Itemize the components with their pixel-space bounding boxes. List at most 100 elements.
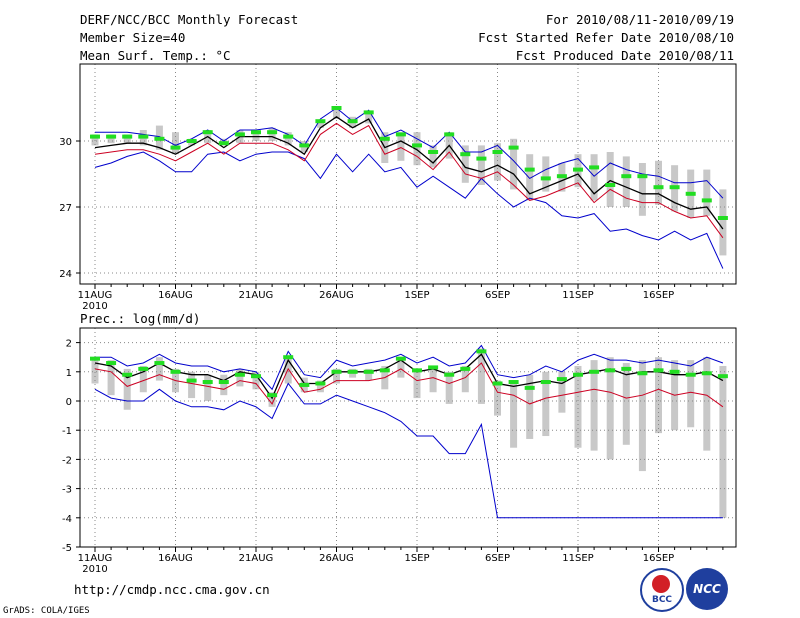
temp-ensemble-mark [234,132,245,137]
temp-ensemble-mark [267,130,278,135]
prec-ensemble-mark [90,356,100,361]
prec-spread-bar [655,357,662,434]
temp-spread-bar [91,134,99,146]
prec-ytick-label: -4 [62,514,72,525]
temp-ytick-label: 27 [59,203,72,214]
prec-ensemble-mark [202,380,213,385]
temp-spread-bar [638,163,646,216]
prec-ensemble-mark [653,368,664,373]
bcc-logo-text: BCC [651,595,673,605]
prec-spread-bar [91,357,99,384]
prec-ytick-label: -2 [62,455,72,466]
temp-ytick-label: 30 [59,137,72,148]
prec-ytick-label: 2 [66,339,72,350]
prec-line-mean [94,353,724,400]
temp-year-label: 2010 [82,301,107,312]
prec-spread-bar [268,392,276,407]
prec-ensemble-mark [701,371,712,376]
temp-ensemble-mark [428,150,439,154]
temp-spread-bar [397,132,405,161]
prec-ytick-label: 1 [66,368,72,379]
prec-ensemble-mark [170,369,181,374]
prec-ensemble-mark [540,380,551,385]
prec-ensemble-mark [428,365,439,370]
temp-spread-bar [494,143,501,181]
prec-ensemble-mark [251,374,261,379]
temp-spread-bar [172,132,179,155]
prec-spread-bar [123,368,131,410]
forecast-produced-date: Fcst Produced Date 2010/08/11 [515,48,734,63]
temp-spread-bar [655,160,662,205]
prec-spread-bar [445,371,453,404]
temp-line-mean [94,116,724,230]
prec-ensemble-mark [154,361,165,366]
temp-ensemble-mark [524,167,535,172]
prec-spread-bar [204,374,212,401]
prec-spread-bar [220,374,228,396]
prec-ensemble-mark [122,372,133,377]
temp-ensemble-mark [460,152,471,157]
prec-xtick-label: 16SEP [643,553,674,564]
temp-ensemble-mark [315,119,326,124]
prec-spread-bar [542,371,550,437]
temp-ensemble-mark [412,143,422,148]
temp-ensemble-mark [251,130,261,135]
bcc-logo: BCC [640,568,684,612]
prec-line-max [95,344,724,391]
temp-ensemble-mark [508,145,519,150]
prec-ensemble-mark [508,380,519,385]
temp-ensemble-mark [90,134,100,139]
prec-xtick-label: 1SEP [404,553,429,564]
temp-ytick-label: 24 [59,269,72,280]
prec-ensemble-mark [412,368,422,373]
temp-ensemble-mark [589,165,600,170]
prec-ytick-label: -1 [62,426,72,437]
temp-ensemble-mark [347,119,358,124]
temp-ensemble-mark [621,174,632,179]
temp-ensemble-mark [106,134,117,139]
prec-ensemble-mark [363,369,374,374]
temp-ensemble-mark [283,134,294,139]
temp-spread-bar [429,145,437,168]
prec-spread-bar [316,380,324,393]
chart-title: DERF/NCC/BCC Monthly Forecast [80,12,299,27]
prec-spread-bar [155,357,163,381]
member-size: Member Size=40 [80,30,186,45]
temp-xtick-label: 11SEP [562,290,593,301]
prec-ensemble-mark [186,378,197,383]
temp-ensemble-mark [218,141,229,146]
prec-spread-bar [236,368,244,387]
prec-xtick-label: 11AUG [78,553,113,564]
prec-spread-bar [107,360,115,396]
temp-spread-bar [107,134,115,144]
prec-xtick-label: 6SEP [485,553,510,564]
temp-spread-bar [333,108,340,119]
prec-spread-bar [413,368,421,399]
prec-year-label: 2010 [82,564,107,575]
temp-ensemble-mark [492,150,503,154]
temp-spread-bar [719,189,727,256]
temp-xtick-label: 16SEP [643,290,674,301]
variable-label-prec: Prec.: log(mm/d) [80,311,201,326]
prec-spread-bar [703,357,711,451]
prec-ytick-label: -5 [62,543,72,554]
prec-ensemble-mark [669,369,680,374]
temp-spread-bar [123,134,131,144]
ncc-logo-text: NCC [693,582,721,596]
prec-spread-bar [365,368,373,381]
prec-xtick-label: 16AUG [158,553,193,564]
source-url[interactable]: http://cmdp.ncc.cma.gov.cn [74,582,270,597]
prec-ensemble-mark [283,355,294,360]
prec-ensemble-mark [621,366,632,371]
prec-spread-bar [606,357,614,460]
prec-spread-bar [461,365,469,393]
prec-spread-bar [687,360,695,428]
grads-credit: GrADS: COLA/IGES [3,606,90,616]
forecast-start-date: Fcst Started Refer Date 2010/08/10 [478,30,734,45]
prec-spread-bar [397,357,405,378]
prec-ensemble-mark [106,361,117,366]
temp-ensemble-mark [379,136,390,141]
temp-ensemble-mark [637,174,648,179]
prec-line-min [94,362,724,408]
temp-ensemble-mark [701,198,712,203]
